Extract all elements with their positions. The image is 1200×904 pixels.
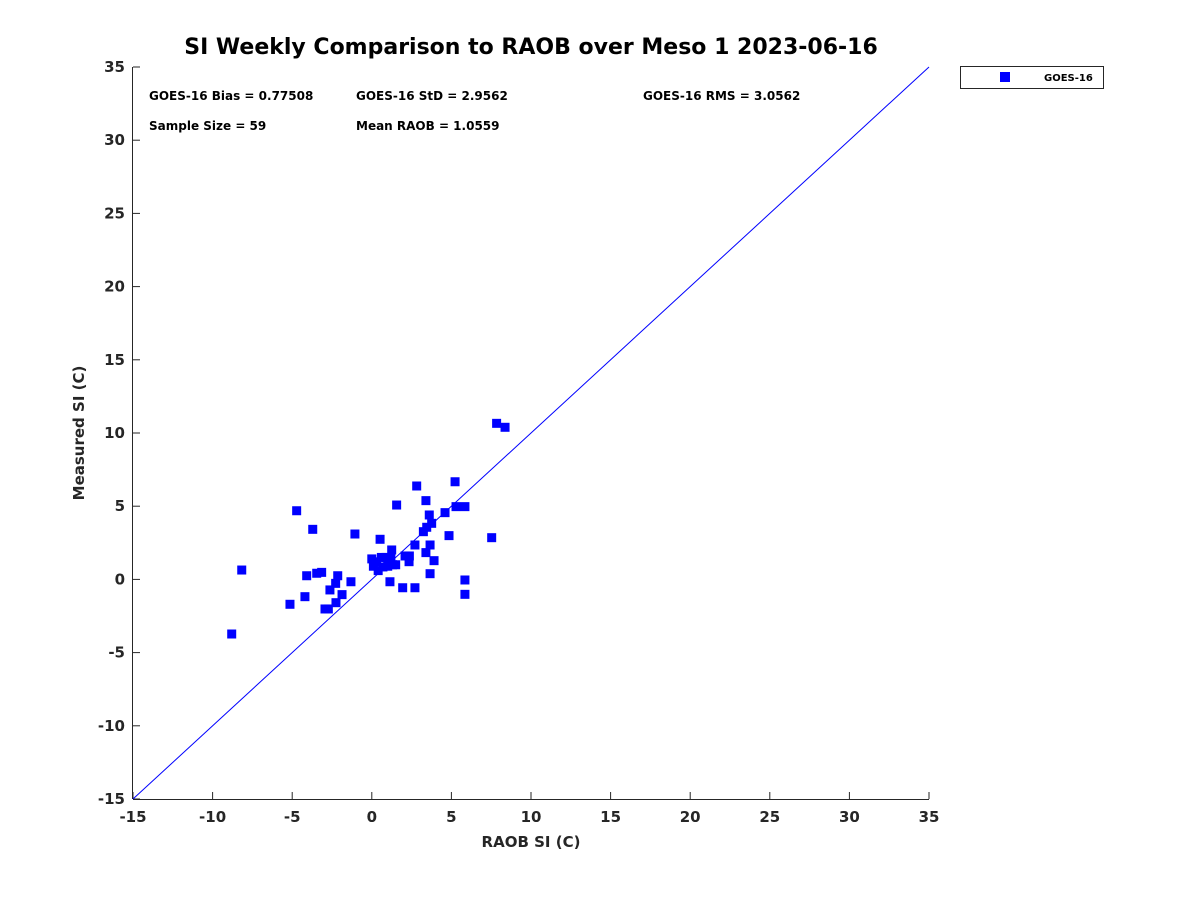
x-tick-label: 5 [446, 808, 456, 826]
y-tick-label: 0 [115, 570, 125, 588]
data-point [460, 502, 470, 512]
data-point [383, 561, 393, 571]
y-axis-label: Measured SI (C) [70, 366, 88, 501]
y-tick-label: -10 [98, 717, 125, 735]
stat-mean-raob: Mean RAOB = 1.0559 [356, 119, 500, 133]
legend-marker [1000, 72, 1010, 82]
data-point [500, 422, 510, 432]
y-tick-label: 10 [104, 424, 125, 442]
data-point [421, 496, 431, 506]
one-to-one-line [132, 66, 930, 800]
data-point [460, 575, 470, 585]
data-point [398, 583, 408, 593]
data-point [331, 598, 341, 608]
data-point [346, 577, 356, 587]
data-point [376, 552, 386, 562]
data-point [404, 551, 414, 561]
data-point [412, 481, 422, 491]
data-point [292, 506, 302, 516]
data-point [325, 585, 335, 595]
x-tick-label: 35 [919, 808, 940, 826]
y-tick-label: 30 [104, 131, 125, 149]
data-point [487, 533, 497, 543]
data-point [450, 477, 460, 487]
x-tick-label: 0 [367, 808, 377, 826]
data-point [333, 571, 343, 581]
chart-title: SI Weekly Comparison to RAOB over Meso 1… [184, 35, 878, 60]
legend-label: GOES-16 [1044, 73, 1093, 84]
y-tick-label: -15 [98, 790, 125, 808]
data-point [317, 567, 327, 577]
data-point [350, 529, 360, 539]
legend-box [960, 66, 1104, 89]
x-tick-label: -15 [119, 808, 146, 826]
data-point [410, 540, 420, 550]
data-point [385, 577, 395, 587]
stat-rms: GOES-16 RMS = 3.0562 [643, 89, 800, 103]
data-point [429, 556, 439, 566]
data-point [302, 571, 312, 581]
data-point [300, 592, 310, 602]
data-point [337, 590, 347, 600]
x-tick-label: 10 [521, 808, 542, 826]
data-point [425, 540, 435, 550]
data-point [375, 534, 385, 544]
x-tick-label: 30 [839, 808, 860, 826]
y-tick-label: 15 [104, 351, 125, 369]
data-points [227, 418, 510, 639]
x-tick-label: -5 [284, 808, 301, 826]
stat-std: GOES-16 StD = 2.9562 [356, 89, 508, 103]
data-point [424, 510, 434, 520]
data-point [492, 418, 502, 428]
data-point [404, 557, 414, 567]
data-point [384, 555, 394, 565]
x-tick-label: 20 [680, 808, 701, 826]
data-point [421, 548, 431, 558]
data-point [460, 589, 470, 599]
x-tick-label: -10 [199, 808, 226, 826]
y-tick-label: 25 [104, 204, 125, 222]
stat-bias: GOES-16 Bias = 0.77508 [149, 89, 313, 103]
x-axis-label: RAOB SI (C) [482, 833, 581, 851]
x-tick-label: 25 [759, 808, 780, 826]
y-tick-label: 5 [115, 497, 125, 515]
data-point [237, 565, 247, 575]
data-point [425, 569, 435, 579]
data-point [391, 560, 401, 570]
data-point [427, 518, 437, 528]
data-point [367, 554, 377, 564]
data-point [410, 583, 420, 593]
data-point [312, 568, 322, 578]
data-point [285, 599, 295, 609]
axes: -15 -10 -5 0 5 10 15 20 25 30 35 -15 -10 -5 0 5 10 15 20 25… [98, 58, 940, 826]
data-point [387, 545, 397, 555]
data-point [392, 500, 402, 510]
data-point [323, 604, 333, 614]
data-point [451, 502, 461, 512]
y-tick-label: 20 [104, 278, 125, 296]
data-point [378, 562, 388, 572]
data-point [373, 566, 383, 576]
stat-sample-size: Sample Size = 59 [149, 119, 266, 133]
data-point [440, 508, 450, 518]
data-point [331, 578, 341, 588]
legend: GOES-16 [960, 66, 1104, 89]
data-point [227, 629, 237, 639]
data-point [418, 527, 428, 537]
y-tick-label: 35 [104, 58, 125, 76]
data-point [444, 531, 454, 541]
x-tick-label: 15 [600, 808, 621, 826]
y-tick-label: -5 [108, 644, 125, 662]
data-point [372, 557, 382, 567]
data-point [308, 524, 318, 534]
